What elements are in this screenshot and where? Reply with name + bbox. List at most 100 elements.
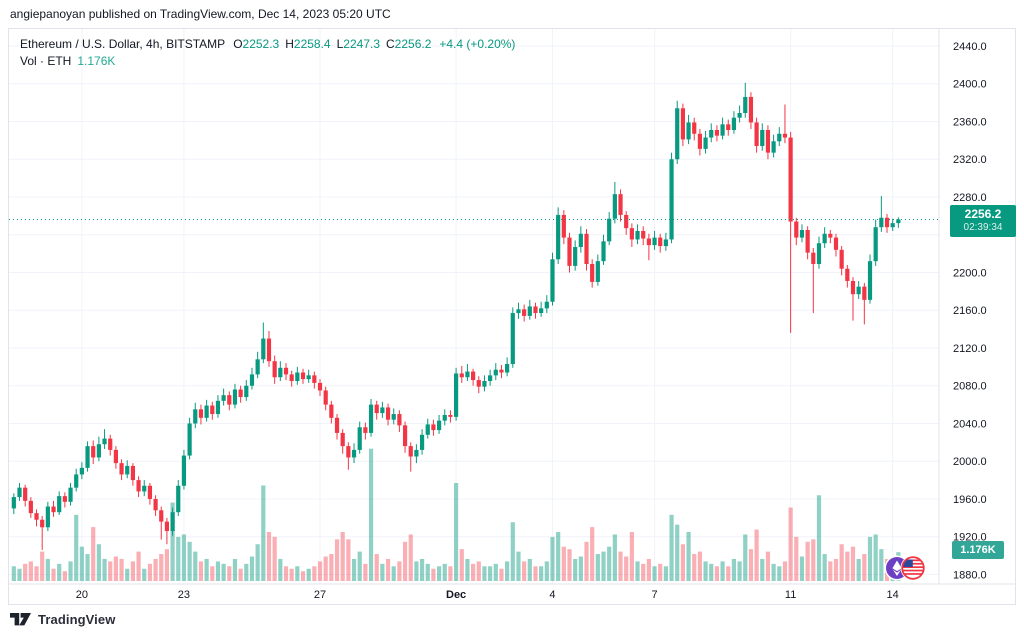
volume-bar — [23, 563, 28, 581]
candle-body — [51, 506, 56, 513]
volume-bar — [419, 558, 425, 581]
candle-body — [147, 485, 153, 499]
volume-bar — [85, 554, 90, 581]
volume-bar — [334, 539, 340, 581]
candle-body — [68, 487, 73, 502]
tradingview-logo-icon — [10, 613, 31, 626]
volume-bar — [113, 556, 118, 581]
volume-bar — [646, 558, 651, 581]
volume-bar — [873, 534, 878, 581]
candle-body — [130, 465, 136, 481]
candle-body — [663, 239, 668, 247]
candle-body — [669, 159, 674, 240]
volume-bar — [181, 534, 187, 581]
candle-body — [607, 218, 612, 242]
volume-bar — [782, 561, 788, 581]
volume-bar — [856, 558, 861, 581]
candle-body — [351, 449, 357, 458]
volume-bar — [40, 551, 45, 581]
candle-body — [255, 359, 260, 375]
volume-bar — [709, 563, 714, 581]
chart-card: 2440.0 2400.0 2360.0 2320.0 2280.0 2200.0 2160… — [8, 28, 1016, 605]
volume-bar — [850, 546, 856, 581]
candle-body — [221, 395, 226, 401]
candle-body — [516, 309, 521, 314]
volume-bar — [658, 563, 663, 581]
volume-bar — [34, 566, 39, 581]
volume-bar — [720, 561, 725, 581]
volume-bar — [346, 539, 351, 581]
volume-bar — [414, 561, 419, 581]
candle-body — [590, 263, 595, 282]
volume-bar — [96, 544, 101, 581]
candle-body — [828, 233, 833, 238]
volume-bar — [448, 566, 453, 581]
candle-body — [136, 480, 141, 492]
candle-body — [266, 338, 272, 362]
candle-body — [737, 113, 742, 118]
price-tick-label: 2320.0 — [953, 154, 987, 166]
candle-body — [811, 252, 816, 264]
candle-body — [799, 230, 805, 238]
volume-bar — [476, 561, 481, 581]
volume-bar — [822, 554, 827, 581]
volume-bar — [601, 551, 606, 581]
volume-bar — [329, 554, 334, 581]
candle-body — [624, 214, 629, 229]
candle-body — [612, 194, 617, 219]
candle-body — [726, 124, 731, 130]
candle-body — [340, 432, 345, 447]
candle-body — [323, 390, 328, 405]
candle-body — [28, 500, 33, 514]
volume-bar — [641, 563, 646, 581]
volume-bar — [272, 536, 277, 581]
time-tick-label: 11 — [785, 589, 796, 601]
volume-bar — [221, 563, 226, 581]
candle-body — [533, 306, 538, 314]
volume-bar — [159, 554, 164, 581]
candlestick-chart[interactable]: 2440.0 2400.0 2360.0 2320.0 2280.0 2200.0 2160… — [9, 29, 1015, 604]
time-tick-label: 27 — [314, 589, 326, 601]
candle-body — [629, 228, 634, 240]
flag-stripe — [902, 566, 924, 568]
candle-body — [261, 338, 266, 360]
volume-bar — [431, 568, 436, 581]
volume-bar — [703, 561, 708, 581]
candle-body — [816, 243, 822, 264]
candle-body — [471, 371, 476, 381]
candle-body — [187, 423, 192, 456]
volume-bar — [210, 566, 215, 581]
volume-bar — [278, 558, 283, 581]
candle-body — [680, 108, 685, 140]
candle-body — [850, 280, 856, 295]
volume-bar — [130, 561, 136, 581]
price-tick-label: 2080.0 — [953, 381, 987, 393]
candle-body — [488, 375, 493, 382]
volume-bar — [340, 532, 345, 581]
price-tick-label: 2400.0 — [953, 79, 987, 91]
candle-body — [57, 496, 62, 513]
candle-body — [272, 361, 277, 378]
volume-bar — [164, 549, 170, 581]
candle-body — [862, 286, 867, 300]
candle-body — [40, 519, 45, 528]
volume-bar — [544, 561, 549, 581]
volume-bar — [317, 561, 323, 581]
candle-body — [374, 404, 379, 414]
volume-bar — [612, 534, 617, 581]
eth-diamond-top — [892, 560, 902, 572]
volume-bar — [516, 551, 521, 581]
candle-body — [408, 446, 413, 457]
candle-body — [703, 137, 708, 149]
candle-body — [539, 308, 544, 314]
candle-body — [96, 444, 101, 458]
volume-bar — [255, 544, 260, 581]
candle-body — [845, 268, 850, 281]
bar-countdown: 02:39:34 — [963, 222, 1003, 234]
candle-body — [499, 369, 504, 373]
price-tick-label: 2160.0 — [953, 305, 987, 317]
candle-body — [91, 446, 96, 458]
candle-body — [709, 129, 714, 138]
volume-bar — [408, 534, 413, 581]
volume-bar — [527, 558, 532, 581]
